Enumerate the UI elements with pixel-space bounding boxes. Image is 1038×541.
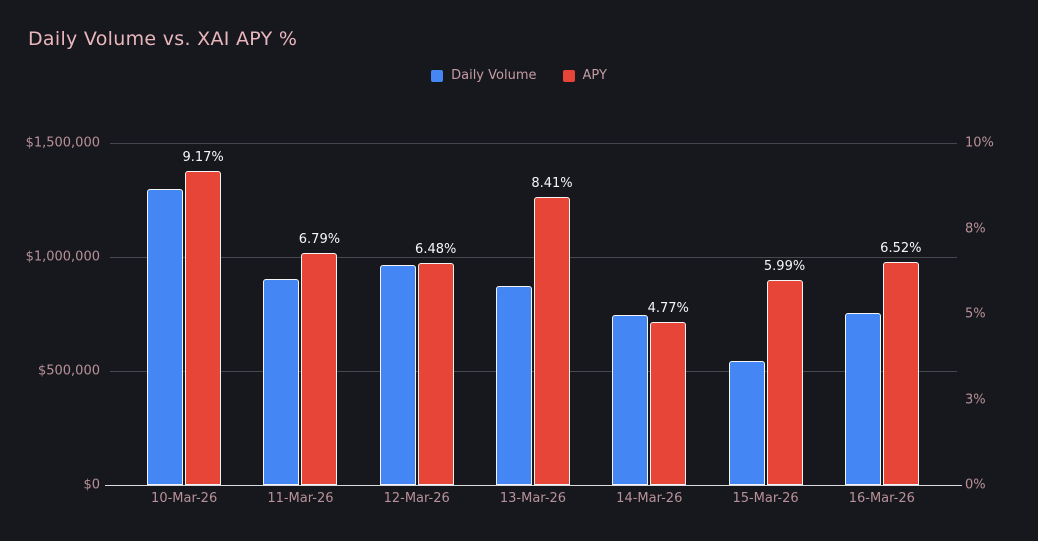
x-axis-label: 10-Mar-26 — [151, 491, 218, 506]
apy-bar[interactable]: 4.77% — [648, 301, 689, 485]
apy-bar[interactable]: 6.52% — [880, 241, 921, 485]
volume-bar[interactable] — [379, 264, 416, 485]
y-axis-right-label: 8% — [965, 221, 986, 236]
y-axis-right-label: 5% — [965, 306, 986, 322]
gridline — [110, 257, 957, 258]
gridline — [110, 143, 957, 144]
volume-bar[interactable] — [495, 285, 532, 485]
apy-bar[interactable]: 5.99% — [764, 259, 805, 485]
legend-swatch-icon — [431, 69, 444, 82]
apy-bar[interactable]: 9.17% — [182, 150, 224, 485]
apy-value-label: 9.17% — [182, 150, 224, 166]
y-axis-left-label: $1,000,000 — [25, 249, 100, 265]
x-axis-label: 14-Mar-26 — [616, 491, 683, 506]
plot-area: 9.17% 6.79% 6.48% 8.41% 4.77% 5.99% 6.52% — [105, 143, 962, 486]
legend-swatch-icon — [562, 69, 575, 82]
bar-group: 6.79% — [242, 143, 358, 485]
x-axis-line — [105, 485, 962, 486]
apy-value-label: 6.48% — [415, 242, 457, 258]
apy-bar[interactable]: 8.41% — [531, 176, 573, 485]
apy-value-label: 5.99% — [763, 259, 806, 275]
y-axis-left-label: $0 — [83, 477, 100, 493]
y-axis-right-label: 3% — [965, 392, 986, 407]
x-axis-label: 16-Mar-26 — [848, 491, 915, 506]
legend: Daily Volume APY — [0, 68, 1038, 83]
legend-item-daily-volume[interactable]: Daily Volume — [431, 68, 537, 83]
apy-bar[interactable]: 6.48% — [415, 242, 456, 485]
legend-item-apy[interactable]: APY — [562, 68, 607, 83]
bar-groups: 9.17% 6.79% 6.48% 8.41% 4.77% 5.99% 6.52% — [126, 143, 940, 485]
apy-value-label: 8.41% — [531, 176, 573, 192]
apy-value-label: 6.79% — [298, 231, 341, 247]
y-axis-right-label: 0% — [965, 477, 986, 493]
y-axis-left: $1,500,000 $1,000,000 $500,000 $0 — [0, 136, 100, 493]
volume-bar[interactable] — [844, 312, 881, 485]
gridline — [110, 371, 957, 372]
y-axis-right-label: 10% — [965, 135, 994, 151]
bar-group: 4.77% — [591, 143, 707, 485]
y-axis-left-label: $500,000 — [37, 363, 100, 379]
apy-bar[interactable]: 6.79% — [299, 232, 340, 485]
volume-bar[interactable] — [147, 188, 184, 485]
volume-bar[interactable] — [612, 315, 649, 485]
apy-value-label: 6.52% — [880, 241, 922, 257]
legend-item-label: APY — [582, 68, 607, 83]
volume-bar[interactable] — [728, 360, 765, 485]
volume-bar[interactable] — [263, 278, 300, 485]
bar-group: 6.52% — [824, 143, 940, 485]
x-axis-label: 11-Mar-26 — [267, 491, 334, 506]
bar-group: 9.17% — [126, 143, 242, 485]
x-axis-label: 12-Mar-26 — [383, 491, 450, 506]
bar-group: 8.41% — [475, 143, 591, 485]
chart-title: Daily Volume vs. XAI APY % — [28, 28, 298, 50]
bar-group: 6.48% — [359, 143, 475, 485]
legend-item-label: Daily Volume — [451, 68, 537, 83]
y-axis-left-label: $1,500,000 — [25, 135, 100, 151]
y-axis-right: 10% 8% 5% 3% 0% — [965, 136, 1035, 493]
apy-value-label: 4.77% — [647, 300, 689, 316]
x-axis-label: 13-Mar-26 — [499, 491, 567, 506]
bar-group: 5.99% — [707, 143, 823, 485]
x-axis-label: 15-Mar-26 — [732, 491, 799, 506]
x-axis-labels: 10-Mar-26 11-Mar-26 12-Mar-26 13-Mar-26 14-M… — [126, 491, 940, 506]
